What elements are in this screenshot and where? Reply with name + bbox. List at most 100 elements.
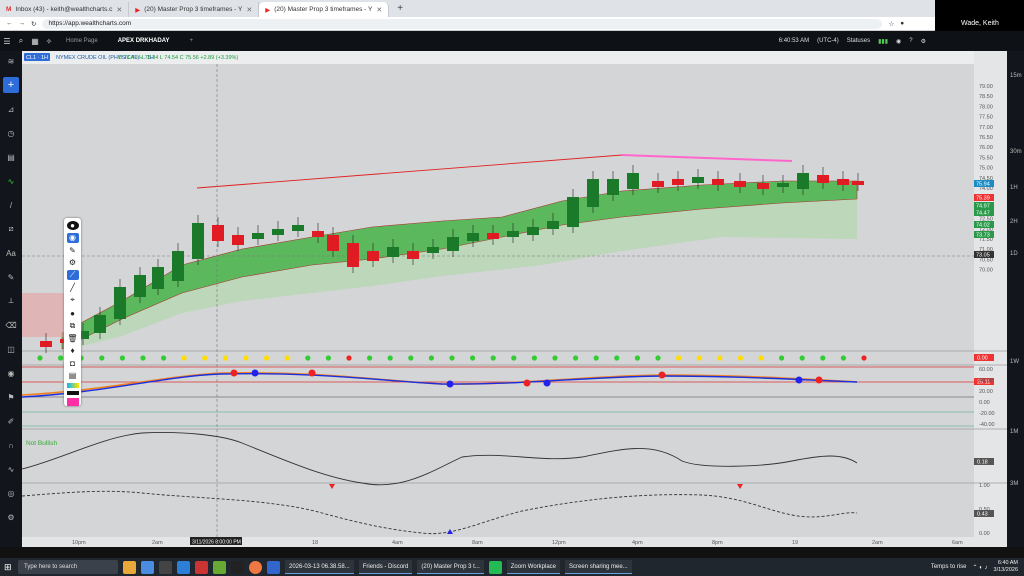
weather-text[interactable]: Temps to rise	[930, 564, 967, 570]
tab-home-page[interactable]: Home Page	[66, 38, 98, 44]
color-swatch[interactable]	[66, 382, 79, 388]
star-icon[interactable]: ☆	[888, 20, 895, 28]
copy-icon[interactable]: ⧉	[69, 320, 76, 330]
right-toolbar-label[interactable]: 1H	[1010, 185, 1018, 191]
alert-icon[interactable]: ⚑	[7, 392, 15, 402]
app-icon[interactable]	[213, 560, 226, 574]
taskbar-search[interactable]: Type here to search	[18, 560, 118, 574]
layout-icon[interactable]: ◫	[7, 344, 15, 354]
chart-type-icon[interactable]: ⊿	[7, 104, 15, 114]
app-icon[interactable]	[267, 560, 280, 574]
settings-icon[interactable]: ⚙	[920, 38, 926, 45]
new-tab-button[interactable]: +	[397, 3, 404, 14]
tray-icons[interactable]: ⌃ ◐ ♪	[972, 564, 988, 571]
trash-icon[interactable]: 🗑	[67, 333, 78, 343]
clipboard-icon[interactable]: ▤	[68, 370, 77, 380]
brush-icon[interactable]: ✎	[7, 272, 15, 282]
right-toolbar-label[interactable]: 30m	[1010, 149, 1022, 155]
line-icon[interactable]: ╱	[70, 283, 75, 293]
candle-body	[292, 225, 304, 231]
back-icon[interactable]: ←	[6, 20, 13, 27]
right-toolbar-label[interactable]: 3M	[1010, 481, 1019, 487]
clock-icon[interactable]: ◷	[7, 128, 15, 138]
close-icon[interactable]: ✕	[116, 6, 123, 14]
gear-icon[interactable]: ⚙	[68, 258, 77, 268]
menu-icon[interactable]: ☰	[3, 36, 11, 46]
copilot-icon[interactable]	[123, 560, 136, 574]
browser-tab-youtube-1[interactable]: ▶ (20) Master Prop 3 timeframes - Y ✕	[129, 2, 260, 17]
browser-tab-youtube-2[interactable]: ▶ (20) Master Prop 3 timeframes - Y ✕	[259, 2, 390, 17]
app-icon[interactable]	[159, 560, 172, 574]
app-icon[interactable]	[141, 560, 154, 574]
taskbar-app[interactable]: Friends - Discord	[358, 560, 413, 574]
eye-icon[interactable]: ◉	[7, 368, 15, 378]
trend-icon[interactable]: ∿	[7, 176, 15, 186]
url-field[interactable]: https://app.wealthcharts.com	[42, 18, 883, 29]
pen-icon[interactable]: ✎	[69, 245, 76, 255]
dot-icon[interactable]: ●	[70, 308, 75, 318]
help-icon[interactable]: ?	[909, 38, 913, 44]
pin-icon[interactable]: ●	[66, 221, 79, 231]
right-toolbar-label[interactable]: 1W	[1010, 359, 1019, 365]
tag-icon[interactable]: ⌖	[70, 295, 75, 305]
eye-icon[interactable]: ◉	[66, 233, 79, 243]
signal-icon[interactable]: ∿	[7, 464, 15, 474]
reload-icon[interactable]: ↻	[31, 20, 37, 28]
right-toolbar-label[interactable]: 15m	[1010, 73, 1022, 79]
osc1-axis-label: 60.00	[979, 367, 993, 373]
candle-body	[152, 267, 164, 289]
magnet-icon[interactable]: ∩	[8, 440, 14, 450]
price-badge	[974, 231, 994, 238]
line-tool-icon[interactable]: /	[9, 200, 13, 210]
search-icon[interactable]: ⌕	[18, 36, 24, 45]
draw-icon[interactable]: ✐	[7, 416, 15, 426]
candle-body	[40, 341, 52, 347]
color-swatch[interactable]	[66, 398, 79, 406]
camera-icon[interactable]: ◉	[896, 38, 902, 45]
osc3-badge-text: 0.43	[977, 512, 988, 518]
app-icon[interactable]	[195, 560, 208, 574]
price-badge	[974, 180, 994, 187]
time-axis-label: 8pm	[712, 540, 723, 546]
right-toolbar-label[interactable]: 2H	[1010, 219, 1018, 225]
store-icon[interactable]	[177, 560, 190, 574]
app-icon[interactable]	[231, 560, 244, 574]
right-toolbar-label[interactable]: 1M	[1010, 429, 1019, 435]
whatsapp-icon[interactable]	[488, 560, 502, 574]
candle-body	[134, 275, 146, 297]
watchlist-icon[interactable]: ▤	[7, 152, 15, 162]
taskbar-app[interactable]: Zoom Workplace	[506, 560, 561, 574]
settings-icon[interactable]: ⚙	[7, 512, 15, 522]
ruler-icon[interactable]: ⟂	[8, 296, 14, 305]
signal-dot	[717, 355, 723, 361]
text-tool-icon[interactable]: Aa	[6, 248, 16, 258]
camera-icon[interactable]: ◘	[70, 358, 75, 368]
price-chart[interactable]: CL1 · 1H NYMEX CRUDE OIL (PHYSICAL) ... 1…	[22, 51, 1007, 547]
scan-icon[interactable]: ◎	[7, 488, 15, 498]
statuses-label[interactable]: Statuses	[846, 38, 871, 44]
taskbar-app[interactable]: Screen sharing mee...	[565, 560, 632, 574]
add-tab-button[interactable]: +	[189, 38, 193, 44]
color-swatch[interactable]	[66, 390, 79, 396]
profile-icon[interactable]: ●	[900, 20, 905, 27]
tab-apex-drkhaday[interactable]: APEX DRKHADAY	[117, 38, 170, 44]
eraser-icon[interactable]: ⌫	[5, 320, 17, 330]
windows-start-icon[interactable]: ⊞	[4, 561, 12, 572]
brush-icon[interactable]: ♦	[70, 346, 75, 356]
fib-icon[interactable]: ⧄	[8, 224, 14, 233]
right-toolbar-label[interactable]: 1D	[1010, 251, 1018, 257]
chrome-icon[interactable]	[249, 560, 262, 574]
ruler-icon[interactable]: ⟋	[66, 270, 79, 281]
indicator-icon[interactable]: ≋	[7, 56, 15, 66]
ai-icon[interactable]: ✧	[45, 36, 53, 46]
add-button[interactable]: +	[3, 77, 19, 93]
browser-tab-gmail[interactable]: M Inbox (43) - keith@wealthcharts.c ✕	[0, 2, 130, 17]
close-icon[interactable]: ✕	[246, 6, 253, 14]
close-icon[interactable]: ✕	[376, 6, 383, 14]
clock[interactable]: 6:40 AM 3/13/2026	[994, 560, 1018, 574]
forward-icon[interactable]: →	[18, 20, 26, 27]
signal-dot	[552, 355, 558, 361]
taskbar-app[interactable]: (20) Master Prop 3 t...	[417, 560, 484, 574]
grid-icon[interactable]: ▦	[31, 36, 39, 46]
taskbar-app[interactable]: 2026-03-13 06.38.58...	[285, 560, 354, 574]
